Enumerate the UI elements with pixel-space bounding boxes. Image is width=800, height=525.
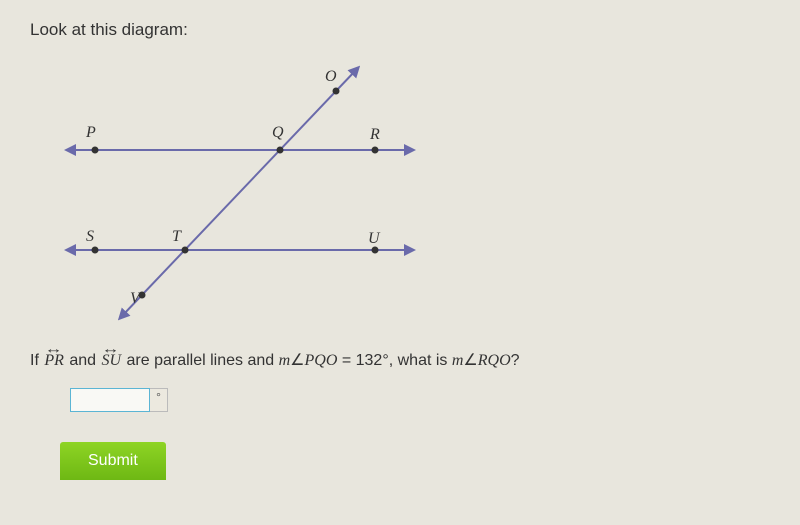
q-eq: = 132°, what is <box>342 352 452 369</box>
label-t: T <box>172 228 181 246</box>
point-r <box>372 147 379 154</box>
label-u: U <box>368 230 380 248</box>
q-ang2: RQO <box>478 352 511 369</box>
label-r: R <box>370 126 380 144</box>
point-o <box>333 88 340 95</box>
line-symbol-su: SU <box>100 352 122 370</box>
q-m1: m <box>279 352 291 369</box>
geometry-diagram: P Q R S T U O V <box>40 50 460 330</box>
q-m2: m <box>452 352 464 369</box>
diagram-svg <box>40 50 460 330</box>
line-ov <box>122 70 356 316</box>
prompt-text: Look at this diagram: <box>30 20 770 40</box>
label-o: O <box>325 68 337 86</box>
answer-input[interactable] <box>70 388 150 412</box>
q-ang1: PQO <box>305 352 338 369</box>
angle-icon-2: ∠ <box>463 352 477 369</box>
angle-icon: ∠ <box>290 352 304 369</box>
label-s: S <box>86 228 94 246</box>
degree-unit: ° <box>150 388 168 412</box>
label-v: V <box>130 290 140 308</box>
answer-row: ° <box>70 388 770 412</box>
q-suffix: ? <box>511 352 520 369</box>
label-q: Q <box>272 124 284 142</box>
point-t <box>182 247 189 254</box>
point-s <box>92 247 99 254</box>
submit-button[interactable]: Submit <box>60 442 166 480</box>
point-p <box>92 147 99 154</box>
point-q <box>277 147 284 154</box>
label-p: P <box>86 124 96 142</box>
line-symbol-pr: PR <box>43 352 65 370</box>
q-mid2: are parallel lines and <box>127 352 279 369</box>
question-text: If PR and SU are parallel lines and m∠PQ… <box>30 350 770 370</box>
